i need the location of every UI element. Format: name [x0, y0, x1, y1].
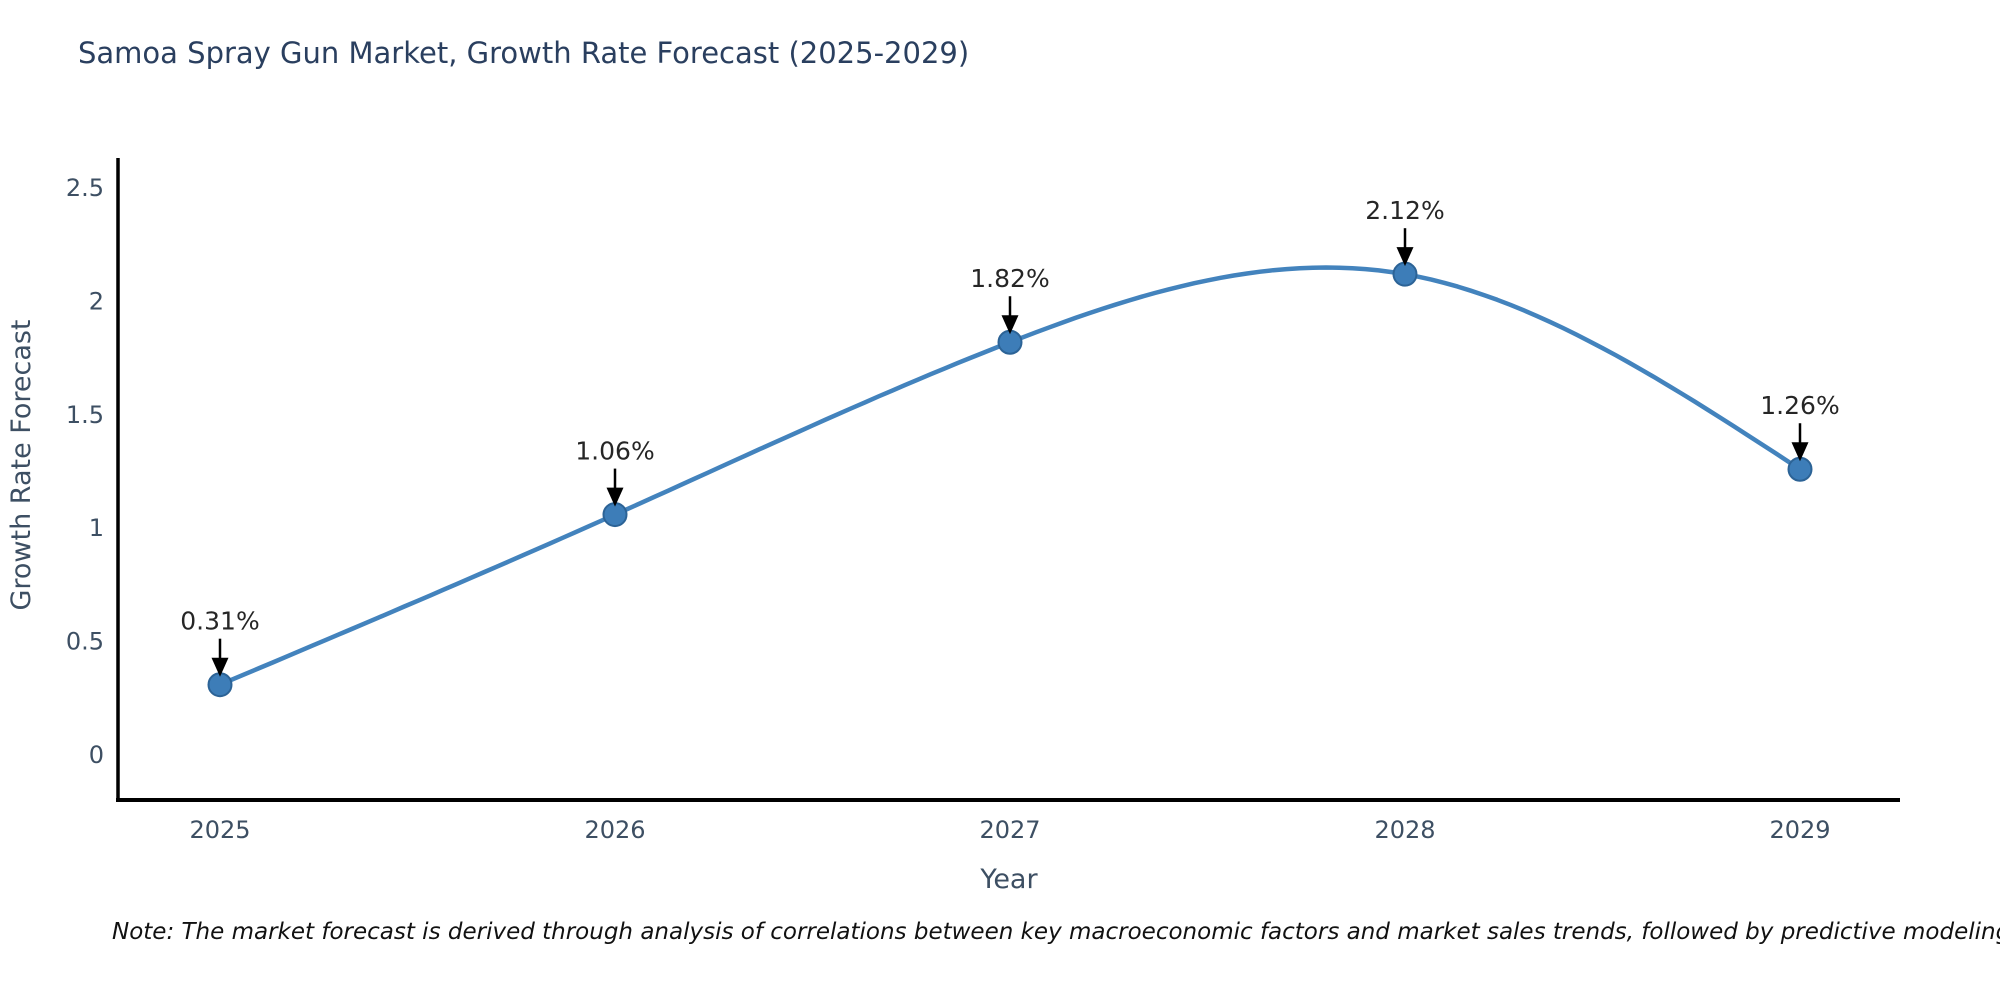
- y-tick-label: 2: [89, 287, 104, 315]
- annotation-arrow-head: [606, 487, 624, 507]
- y-tick-label: 1: [89, 514, 104, 542]
- y-tick-label: 0: [89, 741, 104, 769]
- annotation-label: 0.31%: [180, 607, 259, 636]
- footnote-text: Note: The market forecast is derived thr…: [112, 919, 2000, 945]
- x-tick-label: 2025: [189, 816, 250, 844]
- annotation-label: 1.82%: [970, 264, 1049, 293]
- annotation-label: 1.26%: [1760, 391, 1839, 420]
- annotation-arrow-head: [211, 657, 229, 677]
- x-tick-label: 2027: [979, 816, 1040, 844]
- annotation-arrow-head: [1791, 442, 1809, 462]
- x-axis-title: Year: [979, 864, 1038, 895]
- chart-title: Samoa Spray Gun Market, Growth Rate Fore…: [78, 36, 970, 70]
- y-tick-label: 0.5: [66, 628, 104, 656]
- y-tick-label: 2.5: [66, 174, 104, 202]
- annotation-label: 2.12%: [1365, 196, 1444, 225]
- annotation-arrow-head: [1396, 247, 1414, 267]
- x-tick-label: 2028: [1374, 816, 1435, 844]
- y-axis-title: Growth Rate Forecast: [6, 319, 37, 610]
- x-tick-label: 2029: [1769, 816, 1830, 844]
- annotation-arrow-head: [1001, 315, 1019, 335]
- x-tick-label: 2026: [584, 816, 645, 844]
- annotation-label: 1.06%: [575, 437, 654, 466]
- y-tick-label: 1.5: [66, 401, 104, 429]
